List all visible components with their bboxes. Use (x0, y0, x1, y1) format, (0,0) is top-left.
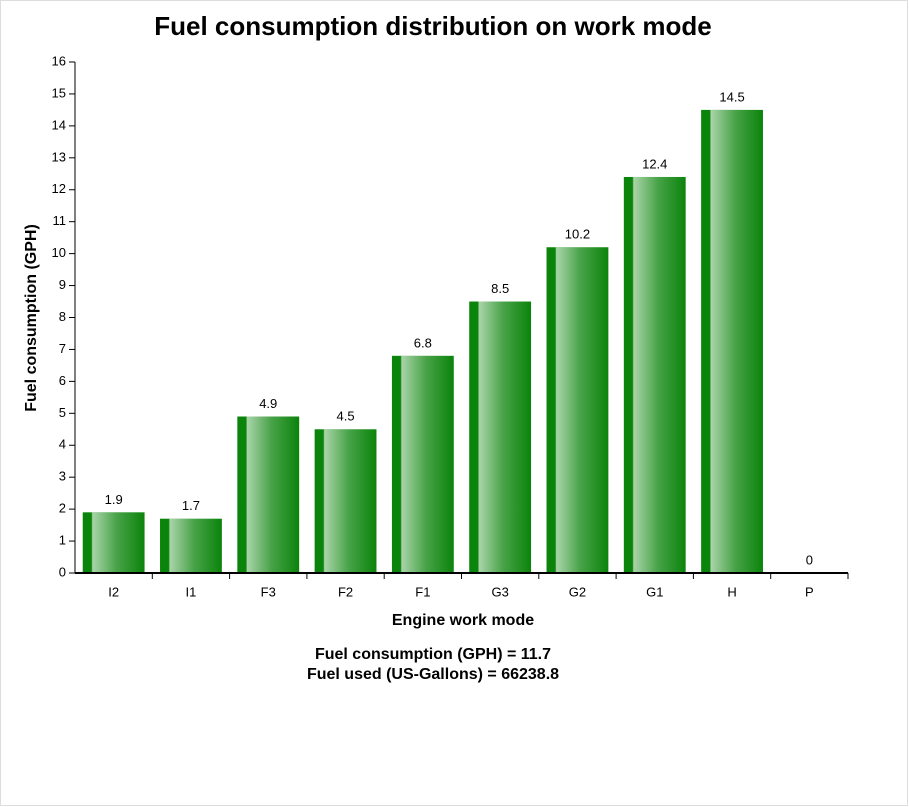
value-label: 8.5 (491, 281, 509, 296)
x-tick-label: G3 (491, 584, 508, 599)
bar-shine (391, 355, 454, 573)
value-label: 0 (806, 552, 813, 567)
annotation: Fuel used (US-Gallons) = 66238.8 (307, 666, 559, 683)
bar-shine (82, 512, 145, 573)
value-label: 6.8 (414, 335, 432, 350)
x-tick-label: I2 (108, 584, 119, 599)
x-tick-label: I1 (186, 584, 197, 599)
y-tick-label: 16 (52, 53, 66, 68)
y-tick-label: 4 (59, 437, 66, 452)
bar-shine (469, 301, 532, 573)
value-label: 4.9 (259, 396, 277, 411)
x-tick-label: P (805, 584, 814, 599)
value-label: 1.7 (182, 498, 200, 513)
x-tick-label: G1 (646, 584, 663, 599)
x-tick-label: F1 (415, 584, 430, 599)
y-tick-label: 10 (52, 245, 66, 260)
bar-shine (314, 429, 377, 573)
bar-shine (546, 247, 609, 574)
value-label: 1.9 (105, 492, 123, 507)
y-tick-label: 11 (53, 213, 67, 228)
y-tick-label: 3 (59, 469, 66, 484)
y-tick-label: 14 (52, 117, 66, 132)
chart-title: Fuel consumption distribution on work mo… (154, 11, 712, 41)
value-label: 12.4 (642, 156, 667, 171)
x-tick-label: F2 (338, 584, 353, 599)
y-tick-label: 8 (59, 309, 66, 324)
x-axis-title: Engine work mode (392, 612, 534, 629)
y-tick-label: 15 (52, 85, 66, 100)
y-tick-label: 0 (59, 564, 66, 579)
bar-shine (160, 518, 222, 573)
bar-shine (623, 176, 686, 573)
y-tick-label: 5 (59, 405, 66, 420)
y-tick-label: 6 (59, 373, 66, 388)
y-tick-label: 9 (59, 277, 66, 292)
y-tick-label: 13 (52, 149, 66, 164)
bar-shine (701, 109, 763, 573)
value-label: 4.5 (337, 409, 355, 424)
y-tick-label: 1 (59, 533, 66, 548)
annotation: Fuel consumption (GPH) = 11.7 (315, 646, 551, 663)
y-tick-label: 7 (59, 341, 66, 356)
x-tick-label: F3 (261, 584, 276, 599)
y-axis-title: Fuel consumption (GPH) (23, 224, 40, 412)
y-tick-label: 12 (52, 181, 66, 196)
value-label: 14.5 (719, 89, 744, 104)
x-tick-label: G2 (569, 584, 586, 599)
bar-shine (237, 416, 300, 573)
y-tick-label: 2 (59, 501, 66, 516)
x-tick-label: H (727, 584, 736, 599)
value-label: 10.2 (565, 227, 590, 242)
